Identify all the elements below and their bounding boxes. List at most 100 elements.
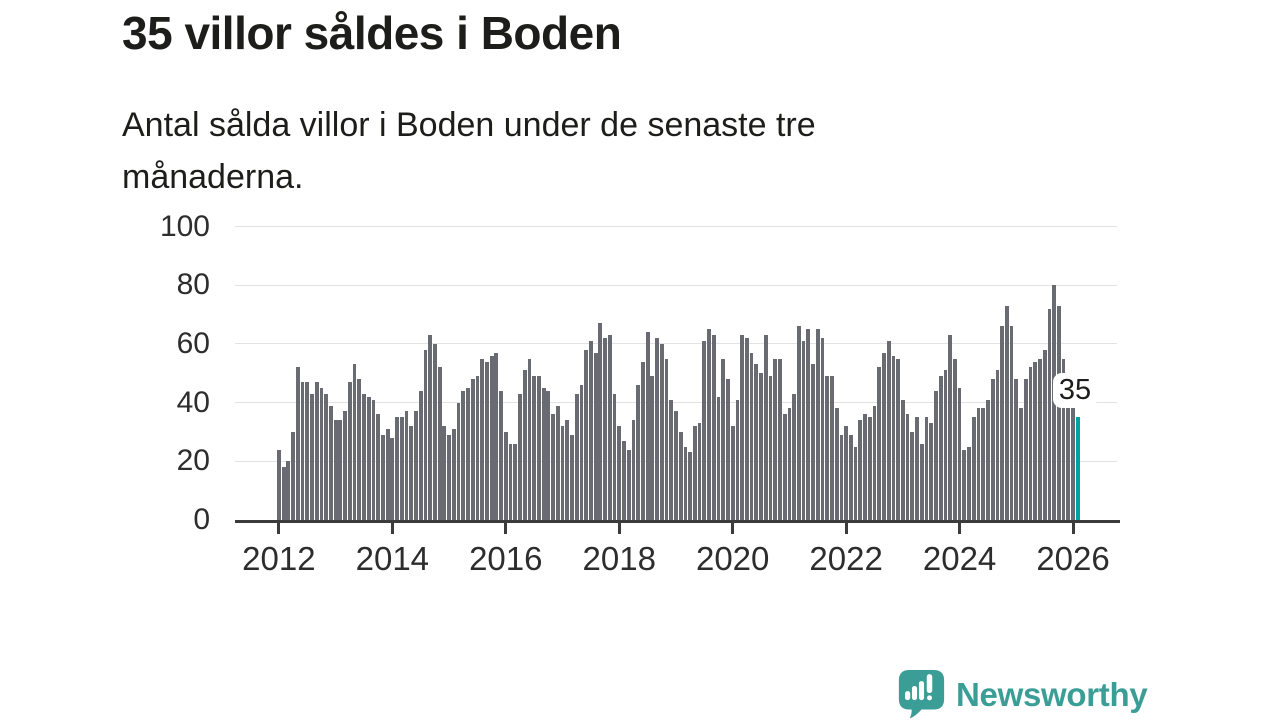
bar	[319, 387, 324, 520]
bar	[536, 376, 541, 520]
newsworthy-wordmark: Newsworthy	[956, 675, 1148, 713]
bar	[806, 329, 811, 520]
bar	[882, 352, 886, 520]
bar	[669, 399, 674, 520]
bar	[886, 340, 891, 520]
y-axis-tick-label: 80	[176, 268, 210, 302]
bar	[1071, 399, 1075, 520]
bar	[659, 343, 664, 520]
bar	[277, 449, 281, 520]
bar	[929, 423, 934, 520]
bar	[631, 420, 636, 520]
highlighted-latest-bar	[1075, 417, 1080, 520]
bar	[1028, 367, 1033, 520]
bar	[858, 420, 863, 520]
bar	[574, 393, 579, 520]
bar	[900, 399, 905, 520]
bar	[447, 434, 451, 520]
bar	[948, 335, 953, 520]
bar	[650, 376, 655, 520]
x-axis-tick	[731, 523, 735, 534]
bar	[1066, 384, 1071, 520]
bar	[820, 338, 825, 520]
bar	[1038, 358, 1042, 520]
x-axis-tick-label: 2018	[582, 540, 656, 577]
bar	[744, 338, 749, 520]
bar	[570, 434, 574, 520]
bar	[584, 349, 589, 520]
bar	[981, 408, 986, 520]
x-axis-tick	[844, 523, 848, 534]
bar	[891, 355, 896, 520]
gridline-y-60	[235, 343, 1117, 345]
bar	[522, 370, 527, 520]
bar	[376, 414, 381, 520]
bar	[778, 358, 782, 520]
bar	[286, 461, 291, 520]
y-axis-tick-label: 0	[193, 503, 210, 536]
bar	[702, 340, 707, 520]
bar	[1004, 305, 1009, 520]
bar	[787, 408, 792, 520]
x-axis-tick	[958, 523, 962, 534]
bar	[352, 364, 357, 520]
bar	[347, 382, 352, 520]
bar	[735, 399, 740, 520]
bar	[863, 414, 867, 520]
bar	[919, 443, 924, 520]
bar	[995, 370, 1000, 520]
bar	[499, 390, 503, 520]
gridline-y-100	[235, 226, 1117, 227]
bar	[839, 434, 844, 520]
bar	[527, 358, 532, 520]
bar	[437, 367, 442, 520]
y-axis-tick-label: 100	[159, 209, 210, 243]
bar	[697, 423, 702, 520]
bar	[560, 426, 565, 520]
bar	[395, 417, 399, 520]
bar	[588, 340, 593, 520]
x-axis-tick	[504, 523, 508, 534]
bar	[976, 408, 981, 520]
bar	[1023, 379, 1028, 520]
chart-subtitle-line1: Antal sålda villor i Boden under de sena…	[122, 106, 816, 144]
bar	[1000, 326, 1005, 520]
bar	[910, 431, 915, 520]
bar	[990, 379, 995, 520]
bar	[305, 382, 310, 520]
y-axis-tick-label: 40	[176, 385, 210, 419]
bar	[811, 364, 815, 520]
bar	[295, 367, 300, 520]
bar	[480, 358, 485, 520]
bar	[565, 420, 570, 520]
bar	[508, 443, 513, 520]
bar	[655, 338, 659, 520]
x-axis-tick-label: 2022	[809, 540, 883, 577]
x-axis-tick	[1071, 523, 1075, 534]
bar	[801, 340, 806, 520]
bar	[314, 382, 319, 520]
bar	[532, 376, 537, 520]
bar	[503, 431, 508, 520]
bar	[924, 417, 929, 520]
bar	[428, 335, 433, 520]
bar	[513, 443, 518, 520]
bar	[830, 376, 834, 520]
bar	[324, 393, 329, 520]
bar	[612, 393, 617, 520]
bar	[461, 390, 466, 520]
bar	[343, 411, 347, 520]
bar	[674, 411, 678, 520]
bar	[844, 426, 849, 520]
bar	[541, 387, 546, 520]
bar	[593, 352, 598, 520]
bar	[692, 426, 697, 520]
x-axis-tick	[390, 523, 394, 534]
y-axis-tick-label: 20	[176, 444, 210, 478]
bar	[328, 405, 333, 520]
bar	[617, 426, 622, 520]
bar	[730, 426, 735, 520]
bar	[598, 323, 603, 520]
bar	[399, 417, 404, 520]
bar	[815, 329, 820, 520]
